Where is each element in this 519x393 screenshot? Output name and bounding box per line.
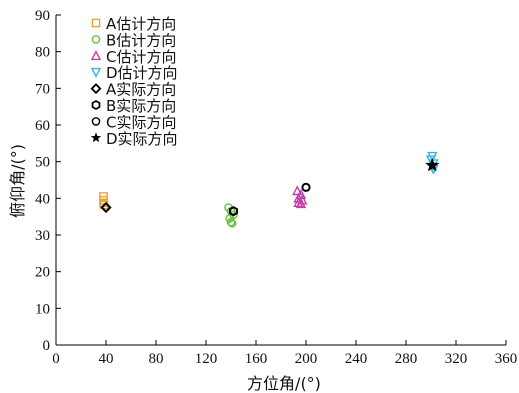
x-tick-label: 160 [245, 351, 268, 367]
legend-marker [90, 132, 102, 143]
legend-entry: B估计方向 [91, 31, 176, 49]
legend-entry: D实际方向 [90, 130, 178, 148]
x-tick-label: 200 [295, 351, 318, 367]
chart-points [99, 151, 440, 228]
legend-label: B估计方向 [106, 31, 176, 49]
series-7 [425, 157, 440, 172]
legend-entry: D估计方向 [90, 64, 178, 82]
legend-label: D实际方向 [106, 130, 178, 148]
data-point [229, 206, 238, 217]
data-point [293, 196, 304, 208]
y-tick-label: 10 [35, 301, 50, 317]
y-tick-label: 40 [35, 191, 50, 207]
legend-marker [91, 35, 101, 44]
data-point [301, 182, 311, 192]
y-tick-label: 80 [35, 45, 50, 61]
y-tick-label: 90 [35, 8, 50, 24]
y-tick-label: 70 [35, 81, 50, 97]
series-5 [229, 206, 238, 217]
data-point [100, 201, 112, 214]
legend-marker [91, 18, 101, 28]
legend-marker [90, 67, 102, 78]
series-4 [100, 201, 112, 214]
legend-label: D估计方向 [106, 64, 178, 82]
y-tick-label: 50 [35, 155, 50, 171]
data-point [226, 217, 236, 227]
x-tick-label: 0 [52, 351, 60, 367]
data-point [292, 185, 303, 196]
data-point [227, 218, 237, 228]
x-tick-label: 320 [445, 351, 468, 367]
y-tick-label: 20 [35, 265, 50, 281]
data-point [295, 198, 307, 209]
legend-entry: A实际方向 [90, 81, 176, 99]
series-2 [292, 185, 308, 209]
data-point [425, 157, 440, 172]
x-tick-label: 80 [149, 351, 164, 367]
x-tick-label: 360 [495, 351, 518, 367]
legend-label: A估计方向 [106, 15, 176, 33]
legend-label: C实际方向 [106, 113, 176, 131]
legend-entry: B实际方向 [91, 97, 176, 115]
legend-entry: C实际方向 [91, 113, 176, 131]
legend-label: A实际方向 [106, 81, 176, 99]
legend-marker [90, 50, 102, 61]
data-point [225, 214, 235, 223]
x-tick-label: 40 [99, 351, 114, 367]
y-axis-label: 俯仰角/(°) [8, 144, 27, 218]
legend-marker [91, 99, 101, 111]
legend-entry: A估计方向 [91, 15, 176, 33]
x-tick-label: 120 [195, 351, 218, 367]
x-axis-label: 方位角/(°) [247, 374, 321, 393]
x-tick-label: 280 [395, 351, 418, 367]
y-tick-label: 0 [43, 338, 51, 354]
legend-marker [91, 117, 101, 126]
legend-label: B实际方向 [106, 97, 176, 115]
chart-axes [55, 15, 506, 346]
legend-entry: C估计方向 [90, 48, 176, 66]
legend-label: C估计方向 [106, 48, 176, 66]
x-tick-label: 240 [345, 351, 368, 367]
y-tick-label: 60 [35, 118, 50, 134]
series-6 [301, 182, 311, 192]
chart-ticks: 0 40 80 120 160 200 240 280 320 360 0 10 20 30 40 50 60 7… [35, 8, 517, 367]
legend-marker [90, 83, 102, 95]
y-tick-label: 30 [35, 228, 50, 244]
